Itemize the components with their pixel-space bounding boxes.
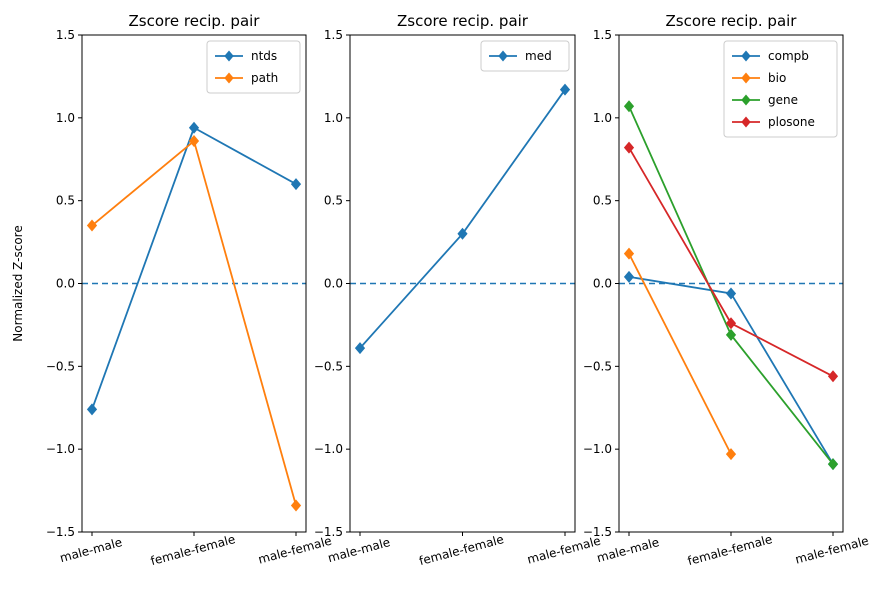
series-line-ntds (91, 126, 297, 410)
series-line-med (359, 89, 566, 349)
x-tick-label: female-female (149, 532, 237, 568)
x-tick-label: female-female (418, 532, 506, 568)
series-line-bio (628, 253, 732, 455)
series-bio (623, 247, 737, 461)
legend-label-plosone: plosone (768, 115, 815, 129)
data-point-gene-1 (725, 328, 737, 341)
data-point-compb-1 (725, 287, 737, 300)
data-point-bio-1 (725, 448, 737, 461)
legend: compb bio gene plosone (723, 40, 838, 138)
y-tick-label: 1.0 (56, 111, 75, 125)
y-tick-label: 0.5 (593, 194, 612, 208)
data-point-med-0 (354, 342, 366, 355)
data-point-compb-0 (623, 270, 635, 283)
data-point-bio-0 (623, 247, 635, 260)
data-point-plosone-1 (725, 317, 737, 330)
y-tick-label: −1.0 (583, 442, 612, 456)
legend-marker-med (498, 50, 508, 62)
data-point-ntds-2 (290, 178, 302, 191)
data-point-path-2 (290, 499, 302, 512)
legend-box (480, 40, 570, 72)
y-tick-label: 1.0 (593, 111, 612, 125)
legend: ntds path (206, 40, 301, 94)
y-tick-label: −1.5 (583, 525, 612, 539)
legend-label-path: path (251, 71, 278, 85)
y-axis-label: Normalized Z-score (11, 225, 25, 341)
y-tick-label: 0.0 (324, 277, 343, 291)
y-tick-label: 1.5 (56, 28, 75, 42)
data-point-gene-0 (623, 100, 635, 113)
chart-title: Zscore recip. pair (129, 12, 261, 30)
legend-marker-bio (741, 72, 751, 84)
chart-panel-3: −1.5 −1.0 −0.5 0.0 0.5 1.0 1.5 male-male female-… (583, 12, 870, 568)
x-tick-label: female-female (686, 532, 774, 568)
y-tick-label: −0.5 (314, 359, 343, 373)
y-tick-label: −0.5 (46, 359, 75, 373)
data-point-path-1 (188, 135, 200, 148)
legend: med (480, 40, 570, 72)
legend-label-ntds: ntds (251, 49, 277, 63)
y-tick-label: −0.5 (583, 359, 612, 373)
x-tick-label: male-male (595, 535, 660, 565)
series-line-compb (628, 275, 834, 465)
data-point-plosone-2 (827, 370, 839, 383)
legend-box (723, 40, 838, 138)
data-point-gene-2 (827, 458, 839, 471)
legend-label-compb: compb (768, 49, 809, 63)
legend-label-gene: gene (768, 93, 798, 107)
legend-marker-gene (741, 94, 751, 106)
y-tick-label: 1.5 (593, 28, 612, 42)
y-tick-label: −1.5 (314, 525, 343, 539)
chart-panel-2: −1.5 −1.0 −0.5 0.0 0.5 1.0 1.5 male-male female-… (314, 12, 602, 568)
chart-panel-1: −1.5 −1.0 −0.5 0.0 0.5 1.0 1.5 male-male female-… (11, 12, 333, 568)
y-tick-label: −1.0 (314, 442, 343, 456)
data-point-ntds-0 (86, 403, 98, 416)
series-compb (623, 270, 839, 471)
y-tick-label: 1.0 (324, 111, 343, 125)
series-path (86, 135, 302, 512)
series-line-gene (628, 105, 834, 465)
legend-marker-plosone (741, 116, 751, 128)
series-med (354, 83, 571, 355)
legend-label-med: med (525, 49, 552, 63)
x-tick-label: male-female (794, 534, 871, 567)
legend-marker-compb (741, 50, 751, 62)
data-point-med-1 (457, 227, 468, 240)
series-ntds (86, 121, 302, 416)
legend-label-bio: bio (768, 71, 786, 85)
chart-title: Zscore recip. pair (397, 12, 529, 30)
data-point-path-0 (86, 219, 98, 232)
chart-title: Zscore recip. pair (666, 12, 798, 30)
x-tick-label: male-male (326, 535, 391, 565)
y-tick-label: −1.0 (46, 442, 75, 456)
series-line-plosone (628, 147, 834, 378)
y-tick-label: 0.5 (324, 194, 343, 208)
y-tick-label: 1.5 (324, 28, 343, 42)
legend-marker-path (224, 72, 234, 84)
x-tick-label: male-male (58, 535, 123, 565)
y-tick-label: 0.5 (56, 194, 75, 208)
y-tick-label: 0.0 (593, 277, 612, 291)
series-plosone (623, 141, 839, 383)
data-point-plosone-0 (623, 141, 635, 154)
series-gene (623, 100, 839, 471)
y-tick-label: 0.0 (56, 277, 75, 291)
y-tick-label: −1.5 (46, 525, 75, 539)
data-point-ntds-1 (188, 121, 200, 134)
data-point-med-2 (559, 83, 571, 96)
legend-marker-ntds (224, 50, 234, 62)
